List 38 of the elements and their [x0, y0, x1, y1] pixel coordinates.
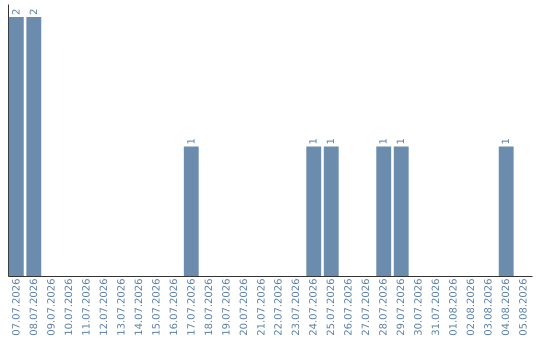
x-tick-label: 19.07.2026: [221, 278, 232, 336]
x-tick-label: 13.07.2026: [116, 278, 128, 336]
data-label: 1: [326, 138, 338, 144]
x-tick-label: 26.07.2026: [344, 278, 355, 336]
x-tick-label: 24.07.2026: [308, 278, 320, 336]
x-tick-label: 31.07.2026: [431, 278, 442, 336]
x-tick-label: 23.07.2026: [291, 278, 302, 336]
data-label: 2: [11, 8, 22, 15]
data-label: 1: [378, 138, 390, 144]
x-tick-label: 28.07.2026: [378, 278, 390, 336]
x-tick-label: 04.08.2026: [501, 278, 512, 336]
data-label: 1: [396, 138, 408, 144]
x-tick-label: 14.07.2026: [134, 278, 145, 336]
x-tick-label: 29.07.2026: [396, 278, 408, 336]
x-tick-label: 16.07.2026: [168, 278, 180, 336]
x-tick-label: 05.08.2026: [518, 278, 530, 336]
x-tick-label: 01.08.2026: [448, 278, 460, 336]
x-tick-label: 02.08.2026: [466, 278, 478, 336]
x-tick-label: 27.07.2026: [361, 278, 372, 336]
x-tick-label: 07.07.2026: [11, 278, 22, 336]
x-tick-label: 12.07.2026: [98, 278, 110, 336]
x-tick-label: 03.08.2026: [484, 278, 495, 336]
x-tick-label: 09.07.2026: [46, 278, 58, 336]
x-tick-label: 22.07.2026: [274, 278, 285, 336]
x-tick-label: 15.07.2026: [151, 278, 162, 336]
data-label: 1: [186, 138, 198, 144]
x-tick-label: 21.07.2026: [256, 278, 268, 336]
x-tick-label: 18.07.2026: [204, 278, 215, 336]
data-label: 2: [28, 8, 40, 15]
x-tick-label: 10.07.2026: [64, 278, 75, 336]
data-label: 1: [501, 138, 512, 144]
x-tick-label: 11.07.2026: [81, 278, 92, 336]
x-tick-label: 25.07.2026: [326, 278, 338, 336]
x-tick-label: 17.07.2026: [186, 278, 198, 336]
x-tick-label: 30.07.2026: [414, 278, 425, 336]
x-tick-label: 08.07.2026: [28, 278, 40, 336]
x-tick-label: 20.07.2026: [238, 278, 250, 336]
data-label: 1: [308, 138, 320, 144]
